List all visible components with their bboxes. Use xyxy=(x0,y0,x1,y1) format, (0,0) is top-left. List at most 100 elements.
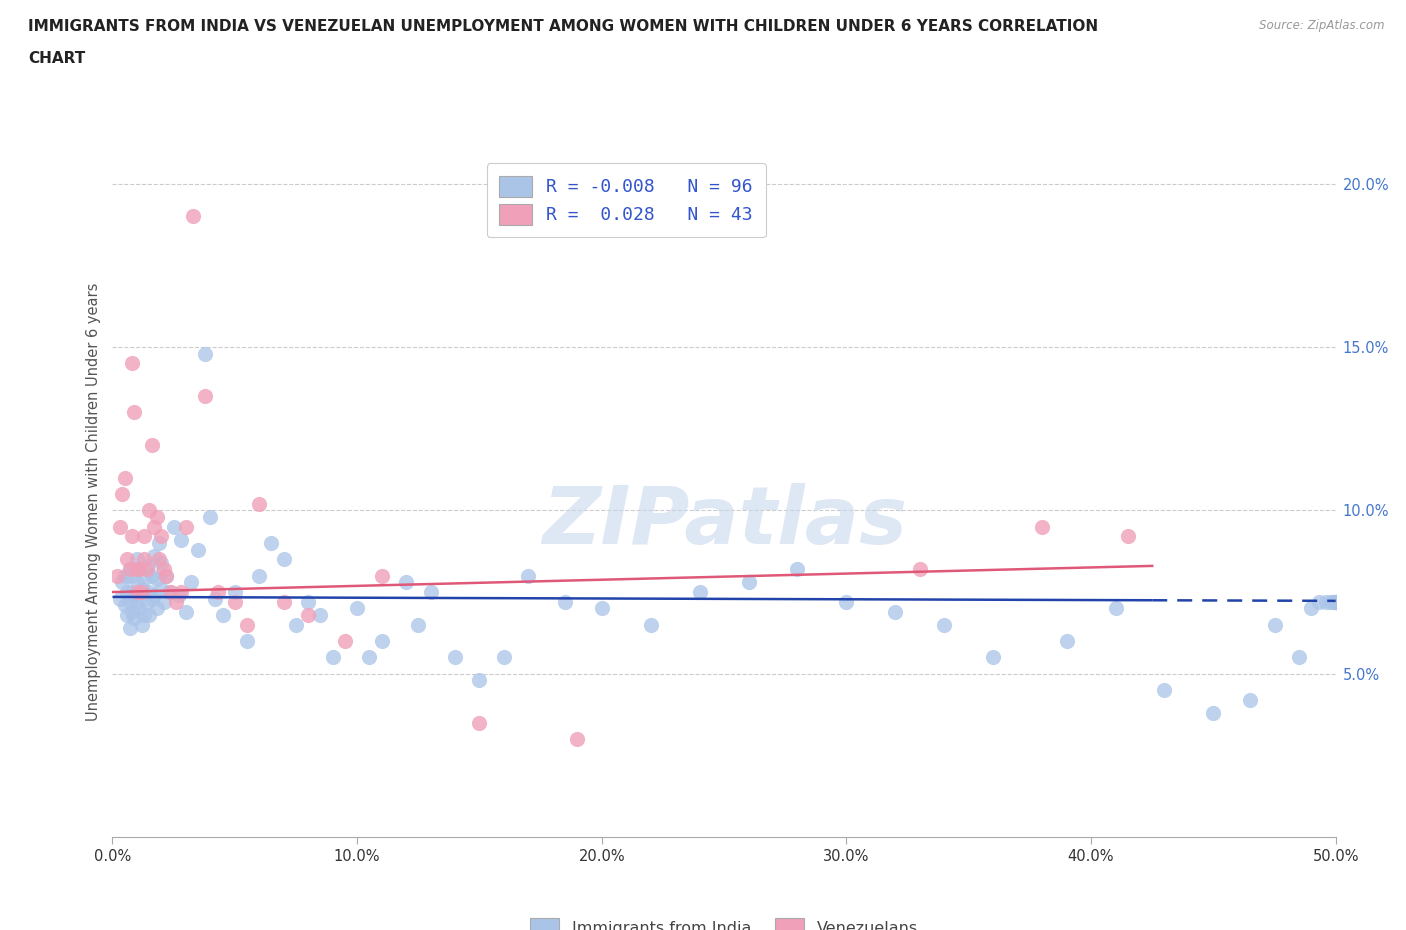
Point xyxy=(114,568,136,583)
Point xyxy=(134,551,156,566)
Point xyxy=(135,562,157,577)
Point xyxy=(370,568,392,583)
Point xyxy=(236,618,259,632)
Point xyxy=(170,585,193,600)
Point xyxy=(1324,594,1347,609)
Point xyxy=(1239,692,1261,707)
Point xyxy=(148,551,170,566)
Legend: Immigrants from India, Venezuelans: Immigrants from India, Venezuelans xyxy=(524,912,924,930)
Point xyxy=(211,607,233,622)
Point xyxy=(981,650,1004,665)
Point xyxy=(333,633,356,648)
Point xyxy=(131,585,153,600)
Point xyxy=(145,601,167,616)
Point xyxy=(111,575,134,590)
Point xyxy=(492,650,515,665)
Point xyxy=(224,585,246,600)
Point xyxy=(160,585,183,600)
Point xyxy=(260,536,283,551)
Point xyxy=(124,405,146,419)
Point xyxy=(835,594,858,609)
Point xyxy=(640,618,662,632)
Point xyxy=(170,532,193,547)
Point xyxy=(1153,683,1175,698)
Point xyxy=(118,620,141,635)
Point xyxy=(194,389,217,404)
Point xyxy=(134,529,156,544)
Point xyxy=(689,585,711,600)
Point xyxy=(125,575,148,590)
Point xyxy=(297,594,319,609)
Point xyxy=(125,562,148,577)
Point xyxy=(150,555,173,570)
Point xyxy=(153,562,176,577)
Point xyxy=(1324,594,1347,609)
Point xyxy=(468,715,491,730)
Point xyxy=(444,650,467,665)
Point xyxy=(737,575,759,590)
Point xyxy=(1301,601,1323,616)
Point xyxy=(174,519,197,534)
Point xyxy=(155,568,177,583)
Point xyxy=(167,588,190,603)
Point xyxy=(121,585,143,600)
Point xyxy=(114,598,136,613)
Point xyxy=(145,572,167,587)
Point xyxy=(153,594,176,609)
Point xyxy=(1320,594,1343,609)
Point xyxy=(135,558,157,573)
Point xyxy=(121,568,143,583)
Point xyxy=(138,585,160,600)
Point xyxy=(1308,594,1330,609)
Point xyxy=(554,594,576,609)
Point xyxy=(273,551,295,566)
Point xyxy=(125,551,148,566)
Point xyxy=(141,568,163,583)
Point xyxy=(143,588,166,603)
Text: Source: ZipAtlas.com: Source: ZipAtlas.com xyxy=(1260,19,1385,32)
Point xyxy=(1056,633,1078,648)
Point xyxy=(884,604,907,619)
Y-axis label: Unemployment Among Women with Children Under 6 years: Unemployment Among Women with Children U… xyxy=(86,283,101,722)
Point xyxy=(408,618,430,632)
Point xyxy=(187,542,209,557)
Point xyxy=(247,497,270,512)
Point xyxy=(115,551,138,566)
Point xyxy=(118,594,141,609)
Point xyxy=(138,503,160,518)
Point xyxy=(138,607,160,622)
Point xyxy=(194,346,217,361)
Point xyxy=(141,591,163,606)
Point xyxy=(247,568,270,583)
Point xyxy=(591,601,613,616)
Point xyxy=(1322,594,1344,609)
Text: CHART: CHART xyxy=(28,51,86,66)
Point xyxy=(143,519,166,534)
Point xyxy=(322,650,344,665)
Point xyxy=(134,607,156,622)
Point xyxy=(124,588,146,603)
Point xyxy=(134,572,156,587)
Point xyxy=(128,601,150,616)
Point xyxy=(207,585,229,600)
Point xyxy=(908,562,931,577)
Point xyxy=(131,618,153,632)
Point xyxy=(297,607,319,622)
Point xyxy=(1324,594,1347,609)
Point xyxy=(1288,650,1310,665)
Text: IMMIGRANTS FROM INDIA VS VENEZUELAN UNEMPLOYMENT AMONG WOMEN WITH CHILDREN UNDER: IMMIGRANTS FROM INDIA VS VENEZUELAN UNEM… xyxy=(28,19,1098,33)
Point xyxy=(131,581,153,596)
Point xyxy=(359,650,381,665)
Point xyxy=(1324,594,1347,609)
Point xyxy=(1324,594,1347,609)
Point xyxy=(165,594,187,609)
Point xyxy=(1116,529,1139,544)
Point xyxy=(121,529,143,544)
Point xyxy=(309,607,332,622)
Point xyxy=(115,607,138,622)
Point xyxy=(1324,594,1347,609)
Point xyxy=(1031,519,1053,534)
Point xyxy=(121,356,143,371)
Point xyxy=(121,604,143,619)
Point xyxy=(128,562,150,577)
